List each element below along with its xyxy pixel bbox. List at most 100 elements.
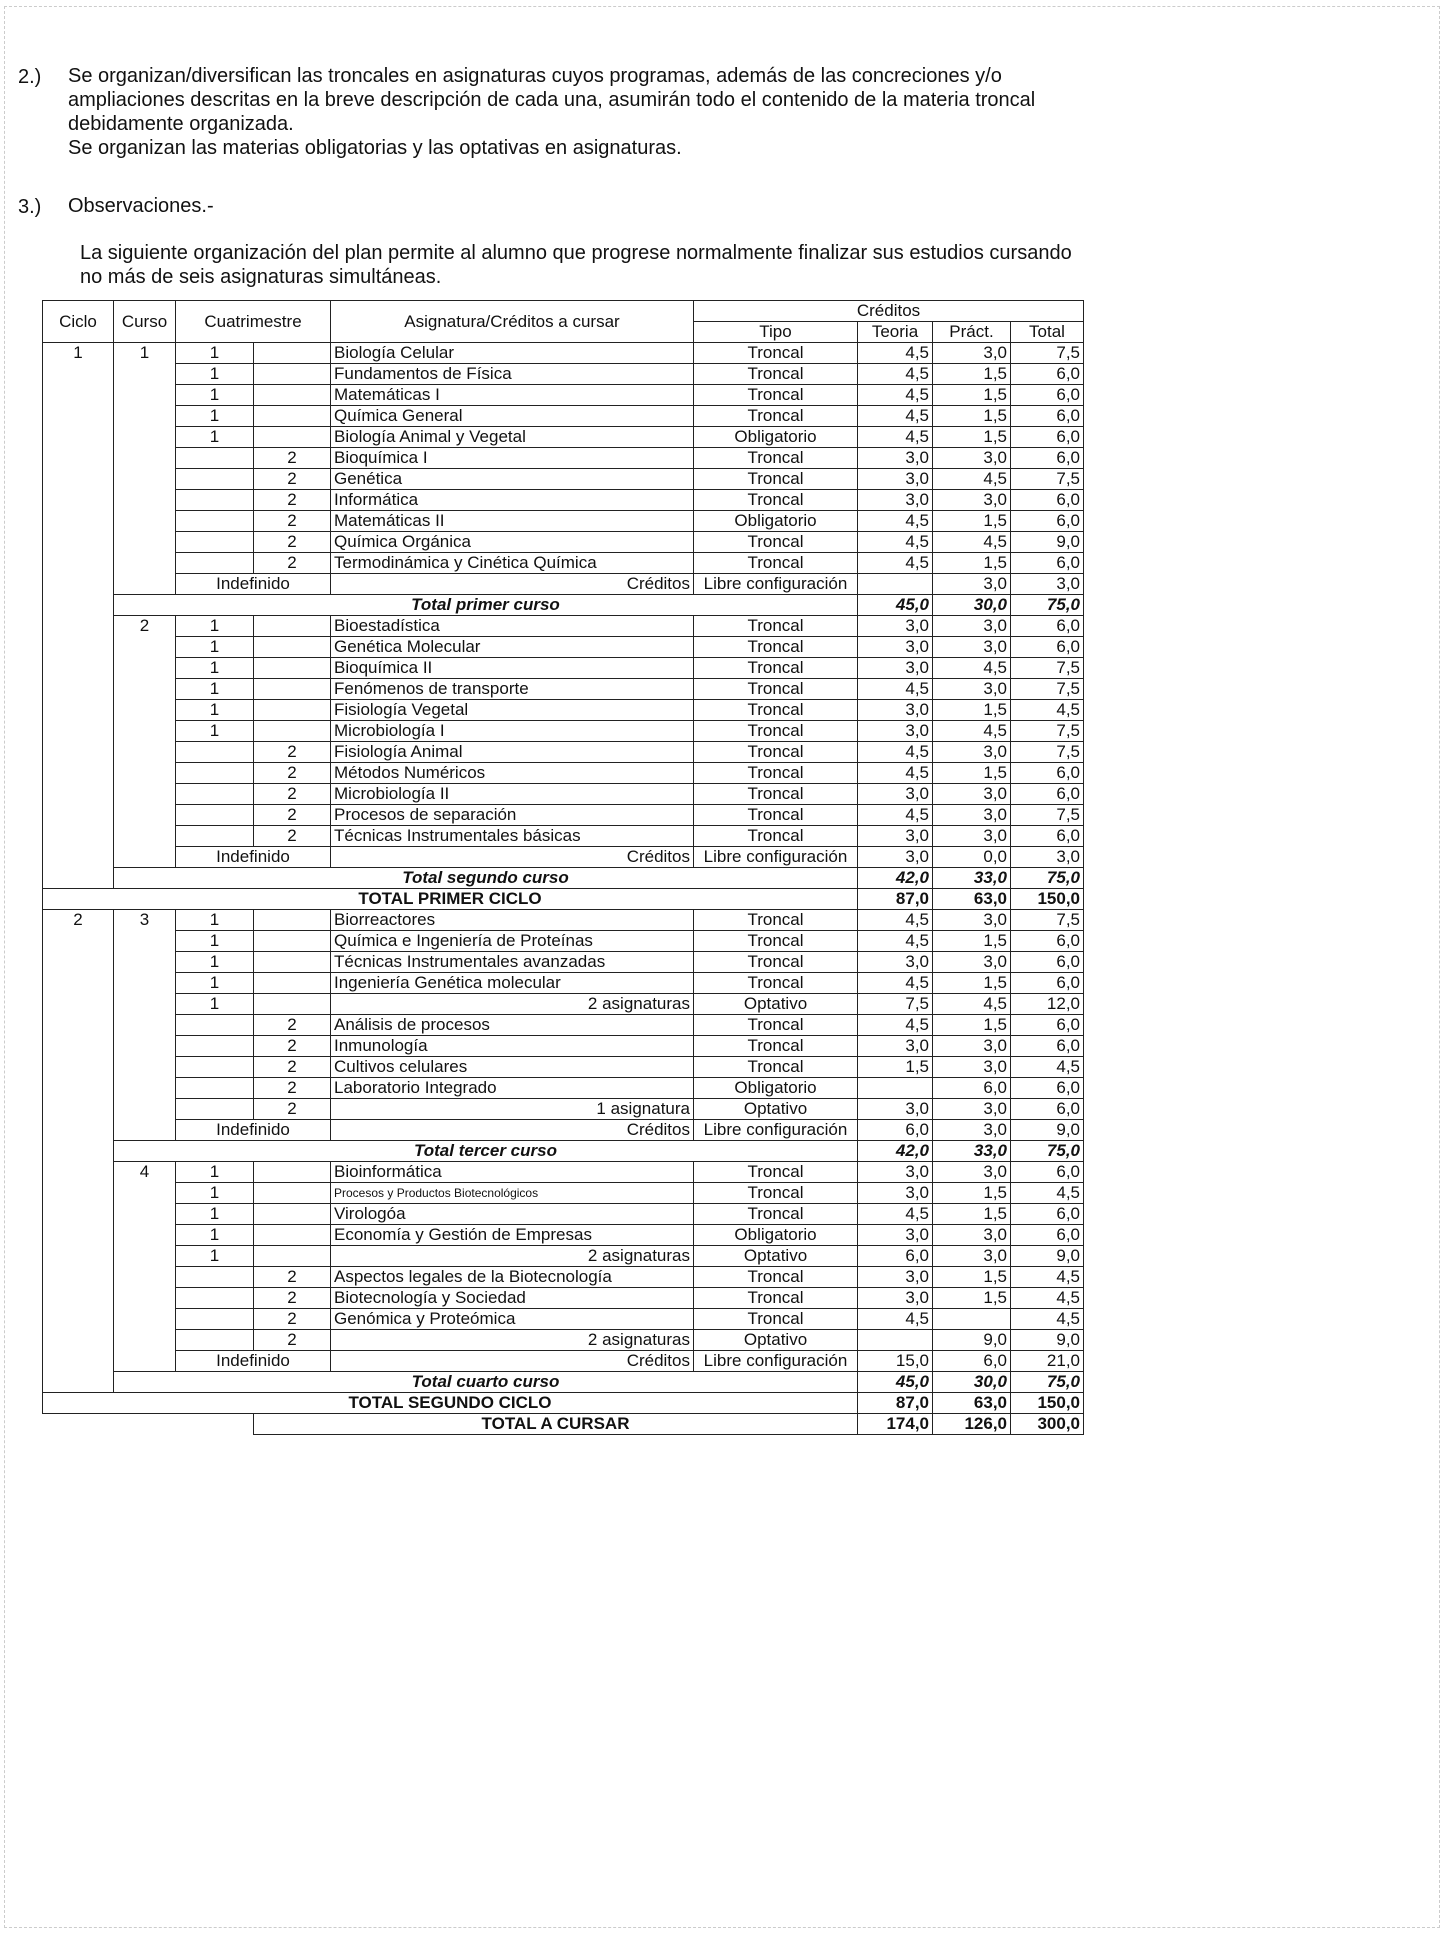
- header-total: Total: [1010, 321, 1084, 343]
- tipo-cell: Troncal: [693, 1014, 858, 1036]
- cuatrimestre-2: 2: [253, 1035, 331, 1057]
- table-row: 1 1 1 Biología Celular Troncal 4,5 3,0 7,5: [42, 342, 1084, 889]
- practica-cell: 1,5: [932, 699, 1011, 721]
- cuatrimestre-2: 2: [253, 1287, 331, 1309]
- cuatrimestre-2-empty: [253, 1203, 331, 1225]
- total-cell: 7,5: [1010, 657, 1084, 679]
- practica-cell: 3,0: [932, 678, 1011, 700]
- teoria-cell: 4,5: [857, 678, 933, 700]
- cuatrimestre-1: 1: [175, 657, 254, 679]
- section-3-text: La siguiente organización del plan permi…: [80, 241, 1072, 289]
- practica-cell: 3,0: [932, 636, 1011, 658]
- table-row: 2 Métodos Numéricos Troncal 4,5 1,5 6,0: [43, 762, 1084, 784]
- cycle-total-value: 87,0: [857, 888, 933, 910]
- tipo-cell: Troncal: [693, 1287, 858, 1309]
- total-cell: 6,0: [1010, 405, 1084, 427]
- practica-cell: 1,5: [932, 1182, 1011, 1204]
- table-row: 2 3 1 Biorreactores Troncal 4,5 3,0 7,5: [42, 909, 1084, 1393]
- teoria-cell: [857, 1077, 933, 1099]
- cycle-total-value: 63,0: [932, 888, 1011, 910]
- tipo-cell: Troncal: [693, 678, 858, 700]
- course-total-value: 33,0: [932, 867, 1011, 889]
- practica-cell: 1,5: [932, 1203, 1011, 1225]
- table-row: 1 Fenómenos de transporte Troncal 4,5 3,0 7,5: [43, 678, 1084, 700]
- teoria-cell: 4,5: [857, 405, 933, 427]
- asignatura-cell: 2 asignaturas: [330, 993, 694, 1015]
- teoria-cell: 3,0: [857, 636, 933, 658]
- cuatrimestre-1-empty: [175, 531, 254, 553]
- teoria-cell: 3,0: [857, 720, 933, 742]
- total-cell: 7,5: [1010, 342, 1084, 364]
- cuatrimestre-2: 2: [253, 1077, 331, 1099]
- total-cell: 6,0: [1010, 510, 1084, 532]
- tipo-cell: Troncal: [693, 447, 858, 469]
- asignatura-cell: Fisiología Vegetal: [330, 699, 694, 721]
- practica-cell: 3,0: [932, 783, 1011, 805]
- cuatrimestre-1: 1: [175, 678, 254, 700]
- asignatura-cell: Créditos: [330, 573, 694, 595]
- tipo-cell: Troncal: [693, 909, 858, 931]
- course-total-label: Total cuarto curso: [113, 1371, 858, 1393]
- grand-total-label: TOTAL A CURSAR: [253, 1413, 858, 1435]
- cuatrimestre-1-empty: [175, 1077, 254, 1099]
- cuatrimestre-cell: Indefinido: [175, 573, 331, 595]
- practica-cell: 9,0: [932, 1329, 1011, 1351]
- tipo-cell: Libre configuración: [693, 846, 858, 868]
- cuatrimestre-2: 2: [253, 1014, 331, 1036]
- cuatrimestre-1: 1: [175, 699, 254, 721]
- practica-cell: 4,5: [932, 657, 1011, 679]
- course-total-value: 30,0: [932, 594, 1011, 616]
- table-row: 2 Genómica y Proteómica Troncal 4,5 4,5: [43, 1308, 1084, 1330]
- total-cell: 6,0: [1010, 363, 1084, 385]
- cuatrimestre-2: 2: [253, 741, 331, 763]
- course-total-label: Total segundo curso: [113, 867, 858, 889]
- total-cell: 6,0: [1010, 1077, 1084, 1099]
- teoria-cell: 7,5: [857, 993, 933, 1015]
- tipo-cell: Troncal: [693, 531, 858, 553]
- teoria-cell: [857, 1329, 933, 1351]
- tipo-cell: Obligatorio: [693, 1224, 858, 1246]
- asignatura-cell: Laboratorio Integrado: [330, 1077, 694, 1099]
- table-row: 1 Fisiología Vegetal Troncal 3,0 1,5 4,5: [43, 699, 1084, 721]
- cuatrimestre-2: 2: [253, 1308, 331, 1330]
- cuatrimestre-2-empty: [253, 972, 331, 994]
- table-row: 1 Matemáticas I Troncal 4,5 1,5 6,0: [43, 384, 1084, 406]
- cuatrimestre-2-empty: [253, 1224, 331, 1246]
- total-cell: 6,0: [1010, 1035, 1084, 1057]
- practica-cell: 3,0: [932, 447, 1011, 469]
- total-cell: 6,0: [1010, 1203, 1084, 1225]
- cuatrimestre-2-empty: [253, 342, 331, 364]
- table-row: 2 Microbiología II Troncal 3,0 3,0 6,0: [43, 783, 1084, 805]
- ciclo-cell: 2: [42, 909, 114, 1393]
- course-total-row: Total cuarto curso 45,0 30,0 75,0: [43, 1371, 1084, 1393]
- asignatura-cell: Informática: [330, 489, 694, 511]
- teoria-cell: 4,5: [857, 741, 933, 763]
- cuatrimestre-2: 2: [253, 531, 331, 553]
- cuatrimestre-1: 1: [175, 1182, 254, 1204]
- cuatrimestre-1: 1: [175, 615, 254, 637]
- total-cell: 6,0: [1010, 489, 1084, 511]
- total-cell: 4,5: [1010, 1266, 1084, 1288]
- tipo-cell: Troncal: [693, 615, 858, 637]
- asignatura-cell: Economía y Gestión de Empresas: [330, 1224, 694, 1246]
- cuatrimestre-2: 2: [253, 1056, 331, 1078]
- cuatrimestre-2-empty: [253, 678, 331, 700]
- cycle-total-value: 63,0: [932, 1392, 1011, 1414]
- table-row: 2 Análisis de procesos Troncal 4,5 1,5 6,0: [43, 1014, 1084, 1036]
- header-ciclo: Ciclo: [42, 300, 114, 343]
- cuatrimestre-1-empty: [175, 1308, 254, 1330]
- cuatrimestre-1: 1: [175, 636, 254, 658]
- cuatrimestre-1: 1: [175, 342, 254, 364]
- text-line: no más de seis asignaturas simultáneas.: [80, 266, 442, 288]
- cycle-total-row: TOTAL PRIMER CICLO 87,0 63,0 150,0: [42, 888, 1084, 910]
- practica-cell: 1,5: [932, 762, 1011, 784]
- cuatrimestre-1: 1: [175, 405, 254, 427]
- tipo-cell: Troncal: [693, 972, 858, 994]
- total-cell: 6,0: [1010, 783, 1084, 805]
- teoria-cell: 4,5: [857, 426, 933, 448]
- header-creditos: Créditos: [693, 300, 1084, 322]
- cuatrimestre-1: 1: [175, 384, 254, 406]
- practica-cell: 3,0: [932, 573, 1011, 595]
- cuatrimestre-1: 1: [175, 1245, 254, 1267]
- course-total-value: 33,0: [932, 1140, 1011, 1162]
